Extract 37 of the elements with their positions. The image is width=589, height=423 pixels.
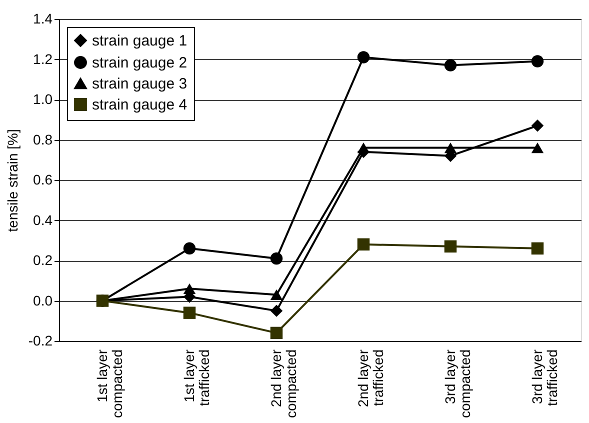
legend-label: strain gauge 3 <box>92 76 188 92</box>
point <box>270 326 283 340</box>
point <box>357 51 370 64</box>
point <box>531 55 544 68</box>
x-tick-label: 3rd layer compacted <box>442 349 473 418</box>
y-tick-label: 0.6 <box>33 172 53 188</box>
y-tick-label: -0.2 <box>28 332 53 348</box>
x-tick-label: 2nd layer compacted <box>268 349 299 418</box>
point <box>531 242 544 255</box>
point <box>270 252 283 265</box>
x-tick-label: 2nd layer trafficked <box>355 349 386 408</box>
x-tick-label: 1st layer compacted <box>94 349 125 418</box>
y-tick-label: 0.0 <box>33 292 53 308</box>
point <box>183 283 196 294</box>
legend-label: strain gauge 4 <box>92 96 188 114</box>
x-tick-label: 3rd layer trafficked <box>529 349 560 406</box>
point <box>444 240 457 253</box>
point <box>357 238 370 251</box>
y-tick-label: 0.8 <box>33 131 53 148</box>
y-tick-label: 1.0 <box>33 91 53 107</box>
y-tick-label: 0.2 <box>33 252 53 268</box>
point <box>270 289 283 300</box>
y-tick-label: 1.2 <box>33 50 53 67</box>
point <box>270 304 283 317</box>
point <box>444 59 457 72</box>
legend-label: strain gauge 1 <box>92 32 188 50</box>
x-tick-label: 1st layer trafficked <box>181 349 212 406</box>
point <box>357 142 370 154</box>
y-axis-title: tensile strain [%] <box>4 129 20 232</box>
point <box>183 242 196 255</box>
y-tick-label: 0.4 <box>33 212 53 228</box>
point <box>531 120 544 132</box>
point <box>183 306 196 319</box>
y-tick-label: 1.4 <box>33 10 53 26</box>
point <box>444 142 457 154</box>
legend-label: strain gauge 2 <box>92 54 188 72</box>
point <box>531 142 544 154</box>
